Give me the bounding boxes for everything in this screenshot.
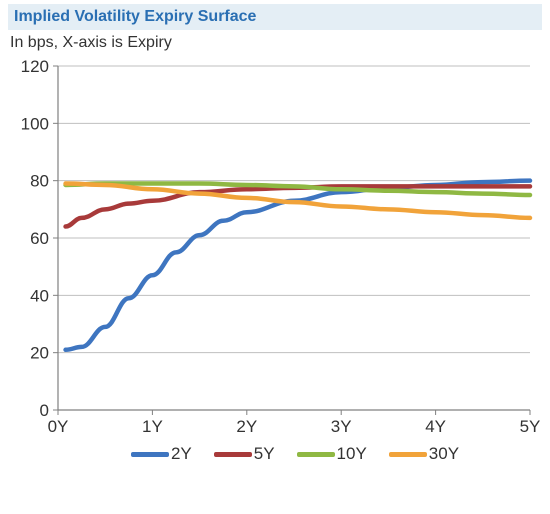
legend-item-2Y: 2Y: [131, 444, 192, 464]
legend-label: 5Y: [254, 444, 275, 464]
legend-item-10Y: 10Y: [297, 444, 367, 464]
chart-container: Implied Volatility Expiry Surface In bps…: [0, 0, 550, 514]
legend-swatch: [214, 452, 252, 457]
chart-subtitle: In bps, X-axis is Expiry: [8, 32, 542, 56]
chart-title: Implied Volatility Expiry Surface: [14, 8, 536, 26]
legend-item-30Y: 30Y: [389, 444, 459, 464]
svg-text:100: 100: [21, 114, 49, 133]
legend-swatch: [389, 452, 427, 457]
svg-text:80: 80: [30, 172, 49, 191]
chart-legend: 2Y 5Y 10Y 30Y: [8, 436, 542, 468]
svg-text:3Y: 3Y: [331, 417, 352, 436]
svg-text:0Y: 0Y: [48, 417, 69, 436]
svg-text:1Y: 1Y: [142, 417, 163, 436]
legend-label: 10Y: [337, 444, 367, 464]
title-bar: Implied Volatility Expiry Surface: [8, 4, 542, 30]
legend-label: 30Y: [429, 444, 459, 464]
svg-text:4Y: 4Y: [425, 417, 446, 436]
legend-label: 2Y: [171, 444, 192, 464]
legend-swatch: [131, 452, 169, 457]
legend-swatch: [297, 452, 335, 457]
svg-text:40: 40: [30, 286, 49, 305]
legend-item-5Y: 5Y: [214, 444, 275, 464]
svg-text:120: 120: [21, 57, 49, 76]
svg-text:60: 60: [30, 229, 49, 248]
chart-svg: 0204060801001200Y1Y2Y3Y4Y5Y: [8, 56, 542, 436]
svg-text:2Y: 2Y: [236, 417, 257, 436]
chart-plot-area: 0204060801001200Y1Y2Y3Y4Y5Y 2Y5Y10Y30Y: [8, 56, 542, 476]
svg-text:5Y: 5Y: [520, 417, 541, 436]
svg-text:20: 20: [30, 344, 49, 363]
